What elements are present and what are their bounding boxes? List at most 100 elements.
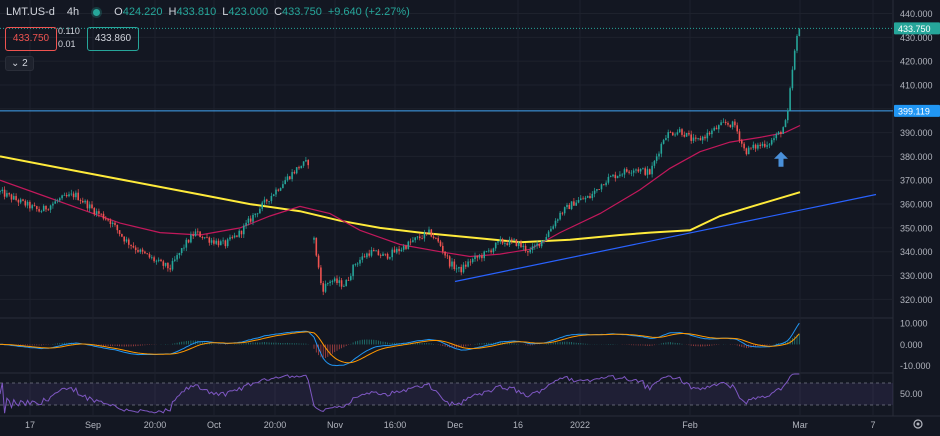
candle-body (190, 234, 192, 243)
candle-body (501, 239, 504, 244)
price-tick-label: 350.000 (900, 223, 933, 233)
candle-body (736, 125, 738, 132)
candle-body (708, 132, 711, 135)
candle-body (462, 264, 465, 273)
timeframe[interactable]: 4h (66, 6, 80, 18)
candle-body (197, 231, 199, 233)
candle-body (573, 201, 575, 206)
candle-body (690, 134, 692, 141)
candle-body (49, 205, 52, 210)
candle-body (623, 169, 626, 175)
candle-body (646, 169, 649, 175)
candle-body (59, 198, 61, 201)
candle-body (256, 213, 259, 215)
candle-body (561, 212, 564, 214)
candle-body (598, 189, 600, 190)
price-tick-label: 330.000 (900, 271, 933, 281)
settings-icon[interactable] (913, 419, 923, 429)
candle-body (614, 174, 617, 179)
candle-body (61, 195, 63, 199)
indicators-toggle[interactable]: ⌄ 2 (5, 56, 34, 71)
candle-body (88, 204, 91, 209)
candle-body (632, 170, 635, 173)
candle-body (194, 231, 197, 237)
candle-body (70, 193, 73, 195)
candle-body (793, 50, 796, 70)
candle-body (715, 127, 718, 130)
candle-body (268, 201, 270, 202)
candle-body (524, 245, 527, 251)
candle-body (448, 256, 451, 267)
candle-body (701, 136, 704, 141)
candle-body (559, 212, 561, 220)
candle-body (729, 124, 732, 128)
time-axis[interactable]: 17 Sep 20:00 Oct 20:00 Nov 16:00 Dec 16 2022 Feb Ma… (25, 420, 876, 430)
candle-body (492, 248, 495, 253)
candle-body (580, 198, 582, 200)
price-pane[interactable] (0, 27, 893, 296)
candle-body (295, 167, 298, 174)
candle-body (347, 280, 350, 281)
symbol-name[interactable]: LMT.US-d (6, 6, 55, 18)
price-tick-label: 380.000 (900, 152, 933, 162)
candle-body (279, 188, 282, 191)
candle-body (711, 130, 713, 135)
candle-body (19, 199, 22, 203)
candle-body (683, 134, 686, 137)
candle-body (102, 213, 105, 219)
candle-body (245, 222, 247, 226)
candle-body (600, 184, 603, 190)
candle-body (1, 189, 4, 192)
candle-body (662, 140, 665, 144)
time-tick-label: Nov (327, 420, 344, 430)
candle-body (137, 250, 139, 252)
candle-body (82, 200, 84, 203)
candle-body (494, 242, 497, 249)
buy-button[interactable]: 433.860 (87, 27, 139, 51)
candle-body (432, 236, 435, 239)
spread: 0.110 0.01 (58, 25, 80, 51)
low-label: L (222, 6, 229, 18)
candle-body (557, 219, 559, 221)
candle-body (421, 238, 423, 239)
high-value: 433.810 (176, 6, 217, 18)
macd-line (0, 322, 800, 367)
candle-body (391, 249, 393, 258)
candle-body (231, 237, 234, 239)
candle-body (277, 189, 280, 191)
price-axis[interactable]: 440.000430.000420.000410.000400.000390.0… (894, 9, 940, 399)
signal-line (0, 331, 800, 364)
candle-body (282, 184, 284, 189)
candle-body (400, 249, 403, 252)
candle-body (93, 208, 96, 215)
candle-body (538, 243, 541, 247)
candle-body (582, 198, 584, 200)
candle-body (254, 213, 257, 215)
sell-button[interactable]: 433.750 (5, 27, 57, 51)
candle-body (105, 218, 107, 220)
candle-body (56, 200, 59, 202)
candle-body (743, 143, 745, 149)
candle-body (176, 255, 178, 260)
candle-body (289, 176, 291, 180)
candle-body (17, 200, 20, 203)
candle-body (33, 205, 36, 207)
candle-body (566, 204, 568, 208)
candle-body (444, 251, 446, 256)
candle-body (552, 226, 554, 229)
candle-body (547, 231, 550, 237)
candle-body (305, 160, 307, 162)
candle-body (465, 264, 467, 267)
candle-body (713, 127, 715, 131)
candle-body (485, 251, 488, 252)
candle-body (151, 257, 153, 259)
ma-slow-line (0, 155, 801, 244)
candle-body (761, 143, 764, 146)
candle-body (266, 199, 268, 202)
time-tick-label: 20:00 (264, 420, 287, 430)
resistance-price-label: 399.119 (898, 106, 930, 116)
candle-body (727, 122, 729, 125)
candle-body (529, 249, 531, 253)
candle-body (446, 255, 449, 257)
